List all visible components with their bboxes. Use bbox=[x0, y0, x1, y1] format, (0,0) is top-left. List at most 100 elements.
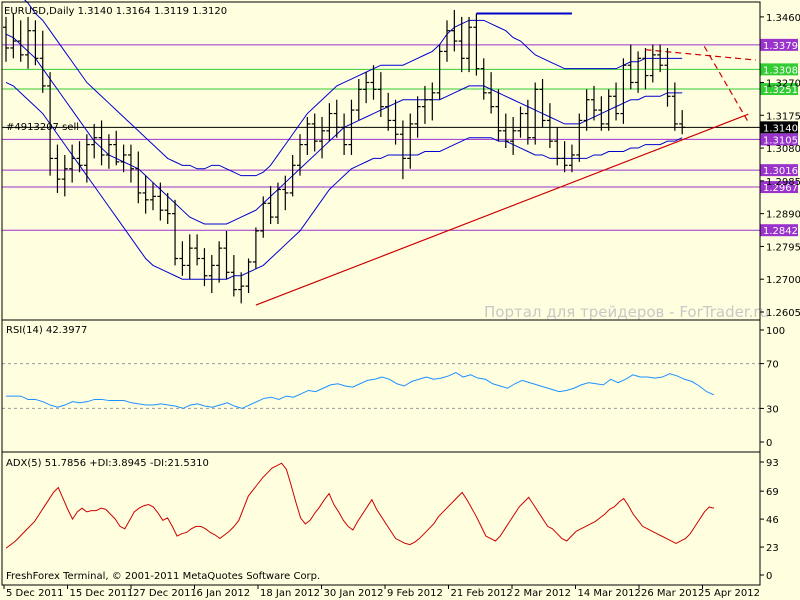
ohlc-bar bbox=[76, 141, 83, 173]
price-tick-label: 1.3460 bbox=[766, 13, 800, 24]
price-tick-label: 1.3080 bbox=[766, 144, 800, 155]
indicator-tick-label: 100 bbox=[766, 326, 785, 337]
ohlc-bar bbox=[414, 96, 421, 138]
indicator-tick-label: 30 bbox=[766, 404, 779, 415]
ohlc-bar bbox=[326, 103, 333, 142]
price-tick-label: 1.2795 bbox=[766, 242, 800, 253]
ohlc-bar bbox=[39, 30, 46, 93]
level-price-tag bbox=[760, 133, 798, 146]
ohlc-bar bbox=[679, 110, 686, 135]
ohlc-bar bbox=[230, 255, 237, 297]
trendline bbox=[645, 49, 756, 61]
ohlc-bar bbox=[25, 16, 32, 69]
ohlc-bar bbox=[392, 99, 399, 145]
ohlc-bar bbox=[363, 72, 370, 104]
price-tick-label: 1.2890 bbox=[766, 210, 800, 221]
watermark: Портал для трейдеров - ForTrader.ru bbox=[484, 303, 769, 321]
ohlc-bar bbox=[311, 113, 318, 152]
indicator-line bbox=[6, 371, 715, 409]
bollinger-upper bbox=[24, 0, 683, 177]
trendline bbox=[255, 113, 749, 306]
ohlc-bar bbox=[282, 175, 289, 211]
level-price-label: 1.3105 bbox=[763, 135, 798, 146]
level-price-tag bbox=[760, 38, 798, 51]
ohlc-bar bbox=[591, 85, 597, 121]
indicator-tick-label: 0 bbox=[766, 438, 772, 449]
price-tick-label: 1.3270 bbox=[766, 78, 800, 89]
ohlc-bar bbox=[120, 144, 127, 173]
ohlc-bar bbox=[399, 120, 406, 180]
level-price-label: 1.3140 bbox=[763, 123, 798, 134]
date-label: 6 Jan 2012 bbox=[197, 588, 251, 599]
ohlc-bar bbox=[524, 99, 531, 145]
ohlc-bar bbox=[671, 82, 678, 131]
date-label: 26 Mar 2012 bbox=[641, 588, 704, 599]
ohlc-bar bbox=[355, 79, 362, 121]
date-label: 21 Feb 2012 bbox=[451, 588, 513, 599]
ohlc-bar bbox=[620, 58, 627, 124]
level-price-tag bbox=[760, 121, 798, 134]
ohlc-bar bbox=[289, 154, 296, 197]
level-price-label: 1.3016 bbox=[763, 166, 798, 177]
ohlc-bar bbox=[98, 120, 105, 166]
ohlc-bar bbox=[532, 82, 539, 145]
ohlc-bar bbox=[370, 65, 377, 100]
ohlc-bar bbox=[238, 272, 245, 304]
ohlc-bar bbox=[510, 116, 517, 155]
indicator-tick-label: 23 bbox=[766, 543, 779, 554]
indicator-tick-label: 0 bbox=[766, 571, 772, 582]
ohlc-bar bbox=[252, 227, 259, 269]
ohlc-bar bbox=[201, 248, 208, 287]
ohlc-bar bbox=[83, 134, 90, 183]
ohlc-bar bbox=[333, 99, 340, 138]
trendlines bbox=[255, 12, 756, 306]
ohlc-bar bbox=[208, 255, 215, 294]
ohlc-bar bbox=[135, 151, 142, 204]
indicator-tick-label: 93 bbox=[766, 458, 779, 469]
ohlc-bar bbox=[444, 20, 450, 62]
ohlc-bar bbox=[127, 144, 134, 183]
ohlc-bar bbox=[605, 89, 612, 131]
ohlc-bar bbox=[319, 116, 326, 159]
ohlc-bar bbox=[561, 141, 568, 173]
adx-panel: 93 69 46 23 0 bbox=[5, 458, 779, 582]
ohlc-bar bbox=[223, 230, 230, 280]
ohlc-bar bbox=[150, 182, 156, 211]
ohlc-bar bbox=[179, 241, 186, 276]
date-label: 5 Apr 2012 bbox=[705, 588, 760, 599]
indicator-tick-label: 69 bbox=[766, 487, 779, 498]
ohlc-bar bbox=[576, 113, 583, 162]
ohlc-bar bbox=[142, 175, 149, 214]
ohlc-bar bbox=[598, 96, 605, 131]
ohlc-bar bbox=[568, 144, 575, 173]
ohlc-bar bbox=[274, 182, 281, 224]
level-price-label: 1.3251 bbox=[763, 85, 798, 96]
bollinger-lower bbox=[5, 82, 683, 280]
date-label: 14 Mar 2012 bbox=[578, 588, 641, 599]
ohlc-bar bbox=[10, 13, 17, 59]
date-axis: 5 Dec 2011 15 Dec 2011 27 Dec 2011 6 Jan 20… bbox=[3, 585, 760, 599]
rsi-title: RSI(14) 42.3977 bbox=[6, 325, 87, 336]
ohlc-bar bbox=[194, 234, 201, 266]
ohlc-bar bbox=[451, 10, 458, 52]
trendline bbox=[703, 45, 749, 123]
ohlc-bar bbox=[216, 241, 223, 283]
level-price-tag bbox=[760, 164, 798, 177]
level-price-label: 1.3379 bbox=[763, 41, 798, 52]
ohlc-bar bbox=[480, 58, 487, 100]
ohlc-bar bbox=[642, 47, 649, 90]
panel-frames bbox=[1, 1, 761, 586]
order-label: #4913207 sell bbox=[6, 122, 79, 133]
ohlc-bar bbox=[304, 116, 311, 155]
ohlc-bar bbox=[164, 192, 171, 224]
ohlc-bar bbox=[267, 186, 274, 224]
ohlc-bar bbox=[627, 44, 634, 90]
price-tick-label: 1.3175 bbox=[766, 111, 800, 122]
ohlc-bar bbox=[488, 72, 495, 114]
ohlc-bar bbox=[657, 44, 664, 73]
ohlc-bar bbox=[649, 44, 656, 83]
price-axis: 1.3460 1.3270 1.3175 1.3080 1.2985 1.2890 1.27… bbox=[760, 13, 800, 319]
ohlc-bar bbox=[495, 89, 502, 142]
ohlc-bar bbox=[54, 144, 61, 193]
